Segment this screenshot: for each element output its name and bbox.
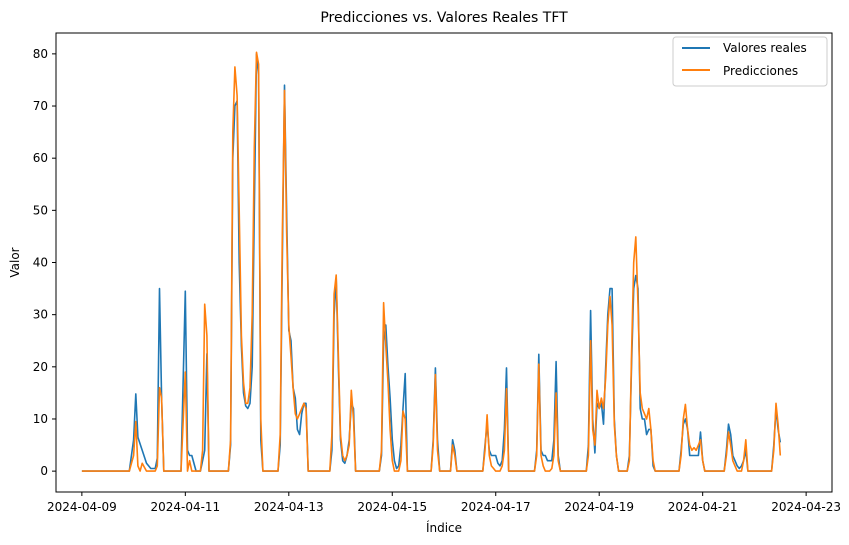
legend-label-predicciones: Predicciones [723, 64, 798, 78]
series-line-predicciones [81, 51, 782, 472]
y-tick-label: 60 [33, 151, 48, 165]
x-tick-label: 2024-04-13 [254, 500, 324, 514]
y-tick-label: 80 [33, 47, 48, 61]
x-tick-label: 2024-04-19 [564, 500, 634, 514]
y-tick-label: 20 [33, 360, 48, 374]
x-tick-label: 2024-04-09 [47, 500, 117, 514]
y-tick-label: 30 [33, 308, 48, 322]
y-axis: 0 10 20 30 40 50 60 70 80 [33, 47, 56, 478]
x-tick-label: 2024-04-11 [150, 500, 220, 514]
x-axis-label: Índice [426, 520, 462, 535]
y-axis-label: Valor [8, 247, 22, 277]
y-tick-label: 70 [33, 99, 48, 113]
y-tick-label: 40 [33, 256, 48, 270]
y-tick-label: 10 [33, 412, 48, 426]
legend-label-valores-reales: Valores reales [723, 41, 807, 55]
x-axis: 2024-04-09 2024-04-11 2024-04-13 2024-04-15… [47, 492, 841, 514]
y-tick-label: 0 [40, 464, 48, 478]
x-tick-label: 2024-04-21 [668, 500, 738, 514]
chart-title: Predicciones vs. Valores Reales TFT [320, 10, 568, 26]
x-tick-label: 2024-04-15 [357, 500, 427, 514]
x-tick-label: 2024-04-17 [461, 500, 531, 514]
y-tick-label: 50 [33, 203, 48, 217]
legend-box [672, 36, 828, 87]
series-layer [81, 51, 782, 472]
x-tick-label: 2024-04-23 [771, 500, 841, 514]
legend: Valores reales Predicciones [672, 36, 828, 87]
